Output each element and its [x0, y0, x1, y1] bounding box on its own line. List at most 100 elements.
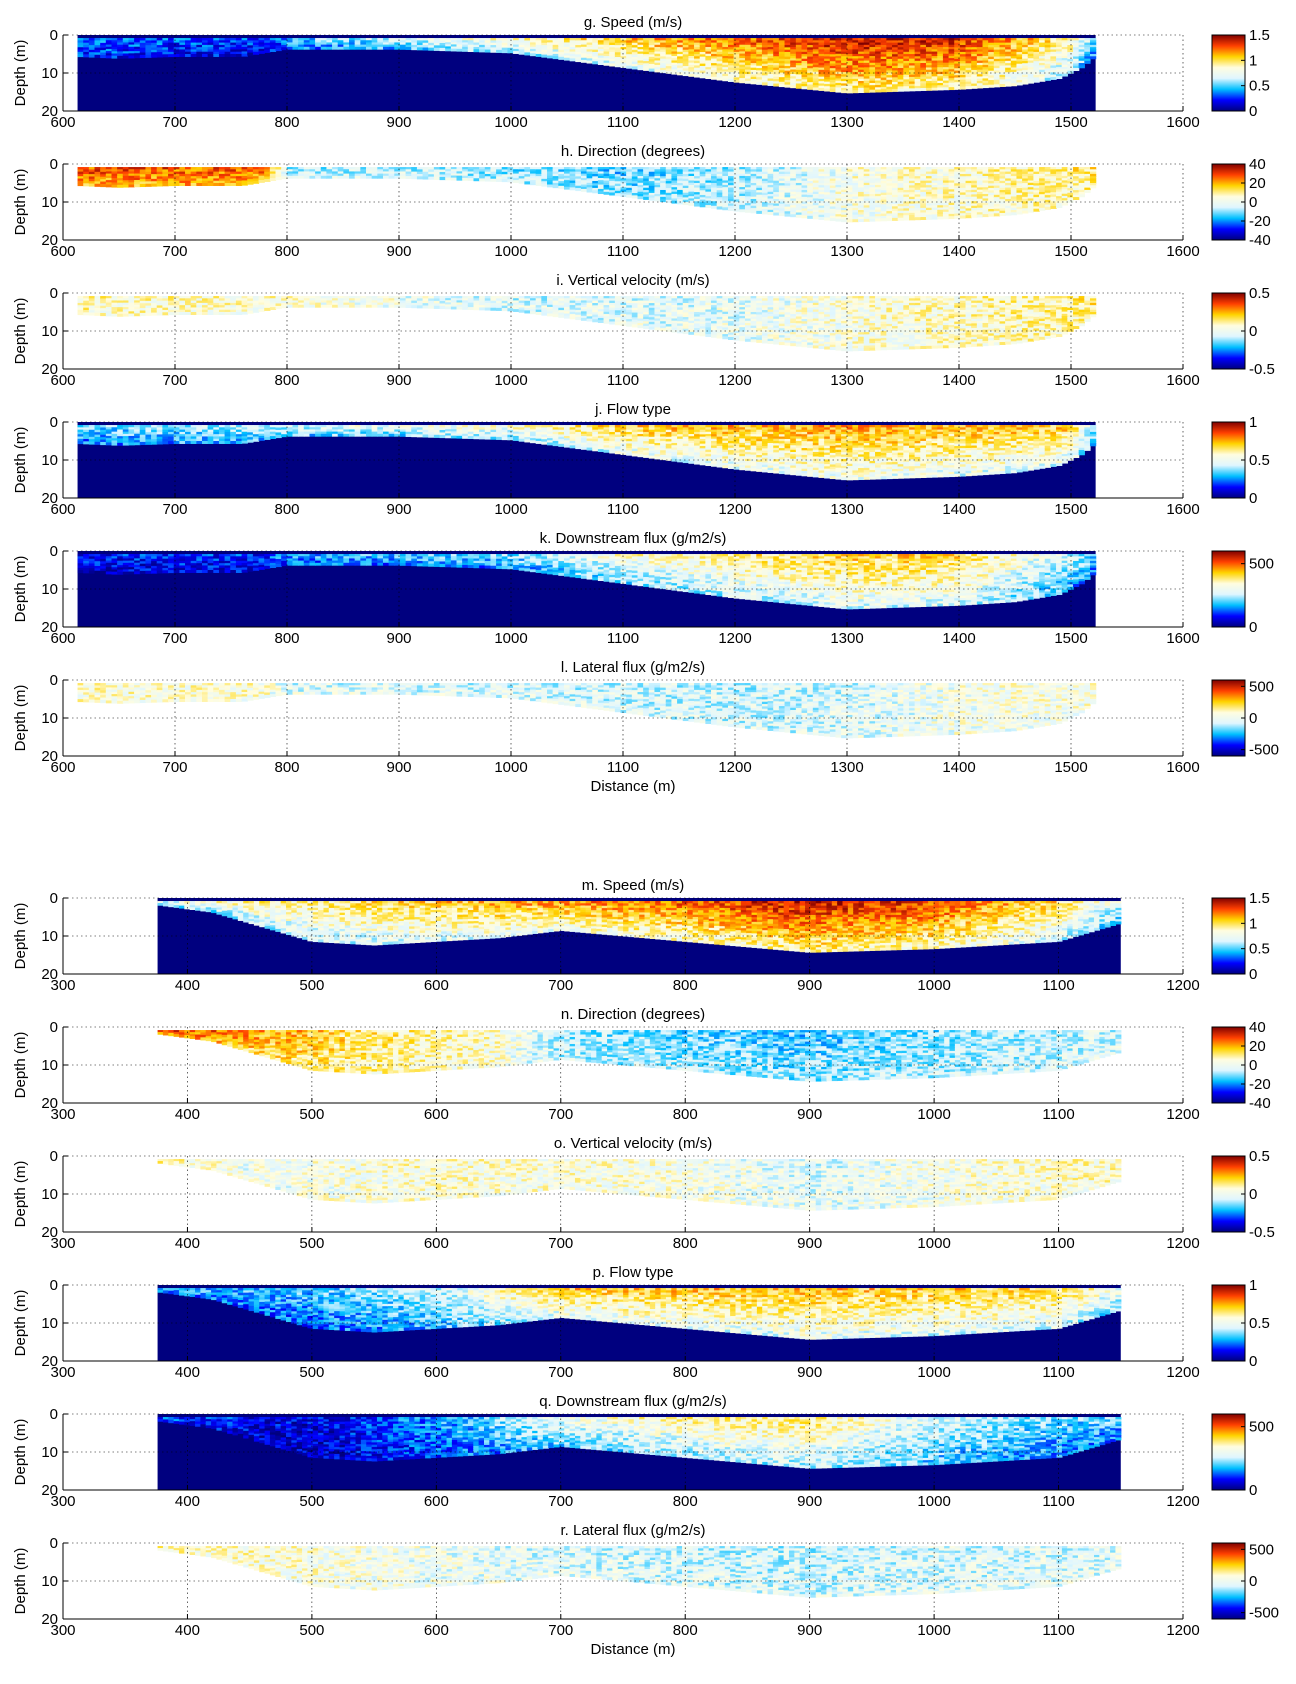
cell [824, 79, 831, 83]
cell [162, 167, 169, 171]
cell [869, 38, 876, 41]
cell [699, 45, 706, 49]
cell [1027, 78, 1035, 82]
colorbar-tick-label: -40 [1249, 232, 1271, 249]
cell [886, 187, 893, 191]
cell [1005, 81, 1012, 85]
cell [218, 38, 226, 42]
cell [637, 193, 644, 197]
cell [778, 208, 786, 212]
cell [728, 58, 735, 62]
cell [982, 178, 989, 182]
cell [824, 180, 831, 184]
cell [139, 308, 147, 312]
cell [716, 65, 723, 69]
cell [303, 169, 311, 173]
cell [105, 167, 113, 170]
cell [858, 167, 865, 170]
cell [201, 176, 209, 180]
cell [824, 56, 831, 60]
cell [1027, 176, 1035, 179]
cell [778, 81, 786, 85]
cell [880, 211, 887, 215]
cell [846, 42, 854, 46]
cell [660, 192, 667, 196]
cell [976, 56, 984, 60]
cell [761, 167, 769, 171]
cell [173, 167, 180, 171]
cell [965, 171, 972, 175]
cell [858, 178, 865, 182]
cell [450, 175, 458, 179]
cell [332, 173, 339, 177]
cell [716, 204, 723, 208]
cell [920, 38, 927, 42]
cell [111, 304, 118, 308]
cell [954, 84, 961, 88]
cell [128, 55, 135, 59]
cell [660, 51, 667, 55]
cell [190, 44, 197, 48]
cell [897, 54, 904, 58]
cell [858, 185, 865, 189]
cell [761, 202, 769, 206]
cell [513, 175, 520, 179]
cell [660, 189, 667, 193]
cell [207, 42, 214, 46]
cell [976, 80, 984, 84]
cell [1050, 40, 1057, 44]
cell [750, 178, 757, 182]
cell [235, 51, 243, 55]
cell [1084, 183, 1091, 187]
cell [897, 77, 904, 81]
cell [1050, 194, 1057, 198]
cell [382, 173, 390, 177]
cell [1039, 78, 1046, 82]
cell [841, 81, 848, 85]
cell [77, 302, 84, 306]
cell [1016, 190, 1023, 194]
cell [869, 60, 876, 64]
cell [592, 56, 599, 60]
cell [880, 194, 887, 198]
cell [716, 194, 723, 198]
cell [920, 78, 927, 82]
cell [643, 185, 650, 189]
cell [908, 167, 916, 171]
cell [982, 40, 989, 44]
cell [863, 87, 870, 91]
cell [518, 173, 525, 177]
cell [196, 300, 203, 304]
cell [942, 85, 950, 88]
cell [880, 174, 887, 178]
cell [954, 86, 961, 90]
cell [728, 201, 735, 205]
cell [83, 296, 90, 300]
cell [1016, 73, 1023, 77]
cell [139, 176, 147, 180]
cell [665, 190, 673, 194]
cell [507, 50, 514, 54]
cell [863, 216, 870, 220]
cell [433, 40, 441, 44]
cell [1084, 42, 1091, 46]
cell [326, 38, 333, 41]
cell [1056, 51, 1063, 55]
cell [117, 53, 124, 57]
cell [603, 176, 610, 179]
cell [620, 182, 627, 186]
cell [337, 38, 344, 41]
cell [914, 65, 921, 69]
cell [920, 185, 927, 189]
cell [213, 54, 220, 57]
cell [111, 180, 118, 184]
cell [185, 298, 192, 302]
cell [173, 169, 180, 173]
cell [569, 185, 576, 189]
cell [479, 38, 486, 42]
cell [162, 309, 169, 313]
cell [643, 40, 650, 44]
cell [377, 171, 384, 175]
cell [1056, 180, 1063, 184]
cell [620, 189, 627, 193]
